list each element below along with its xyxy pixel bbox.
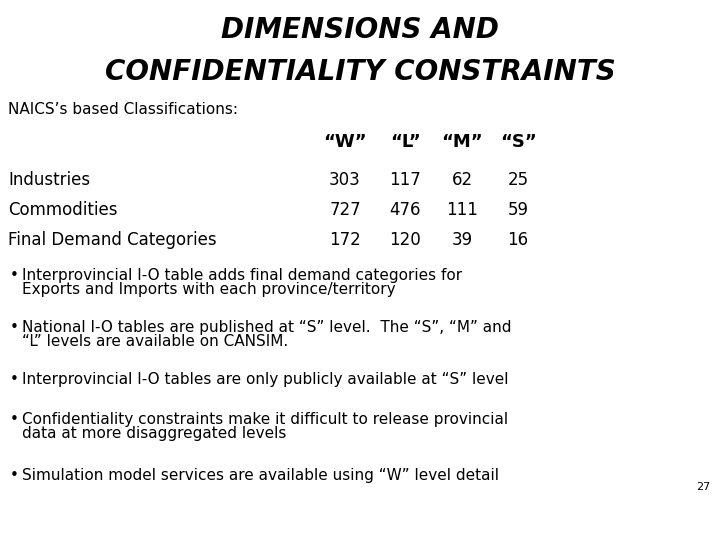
Text: 39: 39 — [451, 231, 472, 249]
Text: Industries: Industries — [8, 171, 90, 189]
Text: 62: 62 — [451, 171, 472, 189]
Text: 727: 727 — [329, 201, 361, 219]
Text: Exports and Imports with each province/territory: Exports and Imports with each province/t… — [22, 282, 395, 297]
Text: •: • — [10, 320, 19, 335]
Text: Interprovincial I-O tables are only publicly available at “S” level: Interprovincial I-O tables are only publ… — [22, 372, 508, 387]
Text: Interprovincial I-O table adds final demand categories for: Interprovincial I-O table adds final dem… — [22, 268, 462, 283]
Text: 120: 120 — [389, 231, 421, 249]
Text: National I-O tables are published at “S” level.  The “S”, “M” and: National I-O tables are published at “S”… — [22, 320, 511, 335]
Text: Final Demand Categories: Final Demand Categories — [8, 231, 217, 249]
Text: 111: 111 — [446, 201, 478, 219]
Text: 27: 27 — [696, 482, 710, 492]
Text: 117: 117 — [389, 171, 421, 189]
Text: •: • — [10, 268, 19, 283]
Text: “L” levels are available on CANSIM.: “L” levels are available on CANSIM. — [22, 334, 288, 349]
Text: Commodities: Commodities — [8, 201, 117, 219]
Text: 16: 16 — [508, 231, 528, 249]
Text: •: • — [10, 372, 19, 387]
Text: “M”: “M” — [441, 133, 483, 151]
Text: Simulation model services are available using “W” level detail: Simulation model services are available … — [22, 468, 499, 483]
Text: Confidentiality constraints make it difficult to release provincial: Confidentiality constraints make it diff… — [22, 412, 508, 427]
Text: •: • — [10, 412, 19, 427]
Text: 476: 476 — [390, 201, 420, 219]
Text: 25: 25 — [508, 171, 528, 189]
Text: 59: 59 — [508, 201, 528, 219]
Text: “L”: “L” — [390, 133, 420, 151]
Text: NAICS’s based Classifications:: NAICS’s based Classifications: — [8, 103, 238, 118]
Text: “W”: “W” — [323, 133, 366, 151]
Text: data at more disaggregated levels: data at more disaggregated levels — [22, 426, 287, 441]
Text: “S”: “S” — [500, 133, 536, 151]
Text: DIMENSIONS AND: DIMENSIONS AND — [221, 16, 499, 44]
Text: CONFIDENTIALITY CONSTRAINTS: CONFIDENTIALITY CONSTRAINTS — [104, 58, 616, 86]
Text: 303: 303 — [329, 171, 361, 189]
Text: 172: 172 — [329, 231, 361, 249]
Text: •: • — [10, 468, 19, 483]
